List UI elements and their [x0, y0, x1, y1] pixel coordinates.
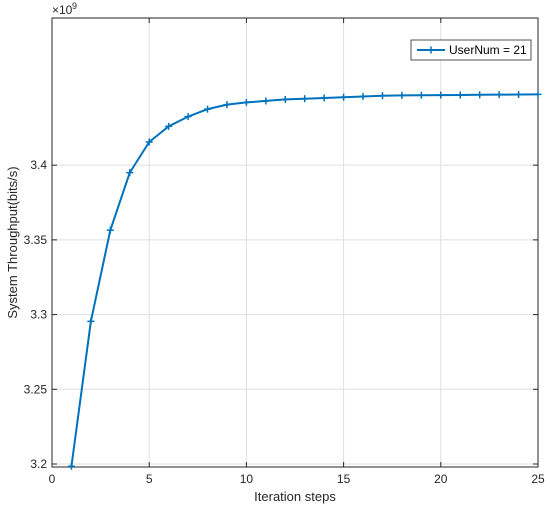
data-point-marker: [262, 97, 270, 105]
x-tick-label: 25: [531, 472, 545, 486]
data-point-marker: [340, 93, 348, 101]
y-axis-label: System Throughput(bits/s): [5, 166, 20, 318]
data-point-marker: [87, 317, 95, 325]
data-point-marker: [359, 92, 367, 100]
data-point-marker: [437, 91, 445, 99]
data-point-marker: [67, 462, 75, 470]
data-point-marker: [534, 90, 542, 98]
data-point-marker: [456, 91, 464, 99]
data-point-marker: [515, 91, 523, 99]
plot-area-frame: [51, 17, 539, 468]
y-tick-label: 3.35: [24, 233, 48, 247]
data-point-marker: [320, 94, 328, 102]
data-point-marker: [417, 91, 425, 99]
y-exponent-base: ×10: [52, 3, 73, 17]
y-tick-label: 3.4: [30, 158, 47, 172]
x-tick-label: 5: [146, 472, 153, 486]
x-axis-label: Iteration steps: [254, 489, 336, 504]
x-tick-label: 10: [240, 472, 254, 486]
grid: [51, 18, 539, 467]
data-point-marker: [495, 91, 503, 99]
legend-plus-icon: [427, 46, 435, 54]
data-point-marker: [223, 101, 231, 109]
tick-labels: 0 5 10 15 20 25 3.2 3.25 3.3 3.35 3.4: [24, 158, 545, 486]
y-tick-label: 3.3: [30, 308, 47, 322]
y-exponent-power: 9: [72, 1, 77, 11]
legend-marker-plus: [427, 46, 435, 54]
data-point-marker: [106, 226, 114, 234]
data-point-marker: [242, 98, 250, 106]
y-tick-label: 3.2: [30, 457, 47, 471]
legend: UserNum = 21: [410, 39, 532, 61]
data-point-marker: [301, 95, 309, 103]
data-point-marker: [126, 169, 134, 177]
legend-entry-label: UserNum = 21: [449, 43, 527, 57]
data-point-marker: [398, 91, 406, 99]
axis-ticks: [51, 18, 539, 467]
data-point-marker: [378, 92, 386, 100]
x-tick-label: 0: [49, 472, 56, 486]
data-point-marker: [281, 95, 289, 103]
data-point-marker: [476, 91, 484, 99]
y-tick-label: 3.25: [24, 382, 48, 396]
x-tick-label: 15: [337, 472, 351, 486]
legend-box: [410, 39, 532, 61]
data-point-marker: [204, 105, 212, 113]
x-tick-label: 20: [434, 472, 448, 486]
data-point-marker: [184, 113, 192, 121]
data-point-marker: [165, 122, 173, 130]
data-point-marker: [145, 138, 153, 146]
series-line: [70, 93, 539, 467]
series-layer: [67, 90, 542, 470]
y-axis-exponent: ×10 9: [52, 1, 77, 17]
